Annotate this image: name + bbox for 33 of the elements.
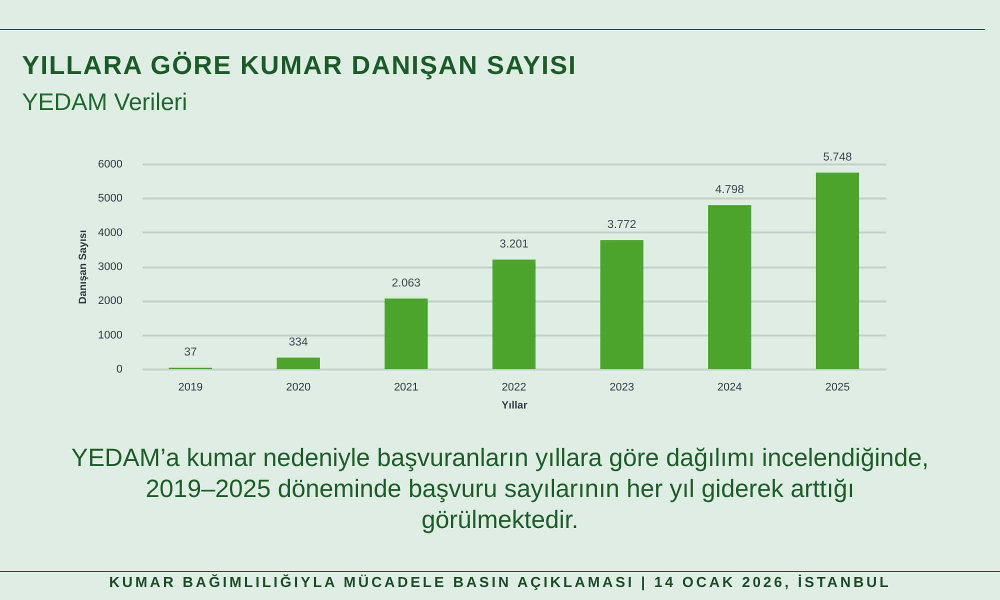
x-tick-label: 2023	[610, 382, 634, 394]
x-axis-title: Yıllar	[502, 400, 528, 412]
y-axis-title: Danışan Sayısı	[77, 230, 90, 304]
bar	[384, 298, 428, 369]
data-label: 5.748	[823, 152, 852, 164]
bar	[600, 240, 644, 369]
y-tick-label: 1000	[98, 329, 122, 342]
data-label: 3.772	[607, 219, 636, 232]
y-tick-label: 4000	[98, 226, 122, 239]
bar	[492, 260, 536, 369]
chart-title: YILLARA GÖRE KUMAR DANIŞAN SAYISI	[22, 50, 577, 81]
chart-subtitle: YEDAM Verileri	[22, 89, 188, 117]
text: YEDAM’a kumar nedeniyle başvuranların yıllara göre dağılımı incelendiğinde, 2019–2025 döneminde başvuru sayılarının her yıl giderek arttığı görülmektedir.	[70, 443, 930, 536]
y-tick-label: 2000	[98, 295, 122, 308]
data-label: 37	[184, 346, 197, 359]
text: KUMAR BAĞIMLILIĞIYLA MÜCADELE BASIN AÇIKLAMASI | 14 OCAK 2026, İSTANBUL	[108, 575, 892, 591]
data-label: 3.201	[500, 238, 528, 251]
bar	[276, 358, 320, 369]
x-tick-label: 2022	[502, 382, 526, 394]
x-tick-label: 2021	[394, 382, 418, 394]
x-tick-label: 2025	[825, 382, 850, 394]
y-tick-label: 3000	[98, 261, 122, 273]
x-tick-label: 2024	[717, 382, 742, 394]
y-tick-label: 5000	[98, 192, 122, 205]
y-tick-label: 6000	[98, 158, 122, 170]
data-label: 2.063	[392, 278, 421, 290]
x-tick-label: 2019	[178, 382, 203, 394]
x-tick-label: 2020	[286, 382, 311, 394]
y-tick-label: 0	[116, 364, 122, 376]
data-label: 334	[288, 336, 309, 349]
data-label: 4.798	[715, 184, 744, 196]
bar	[816, 172, 860, 369]
bar	[708, 205, 752, 369]
